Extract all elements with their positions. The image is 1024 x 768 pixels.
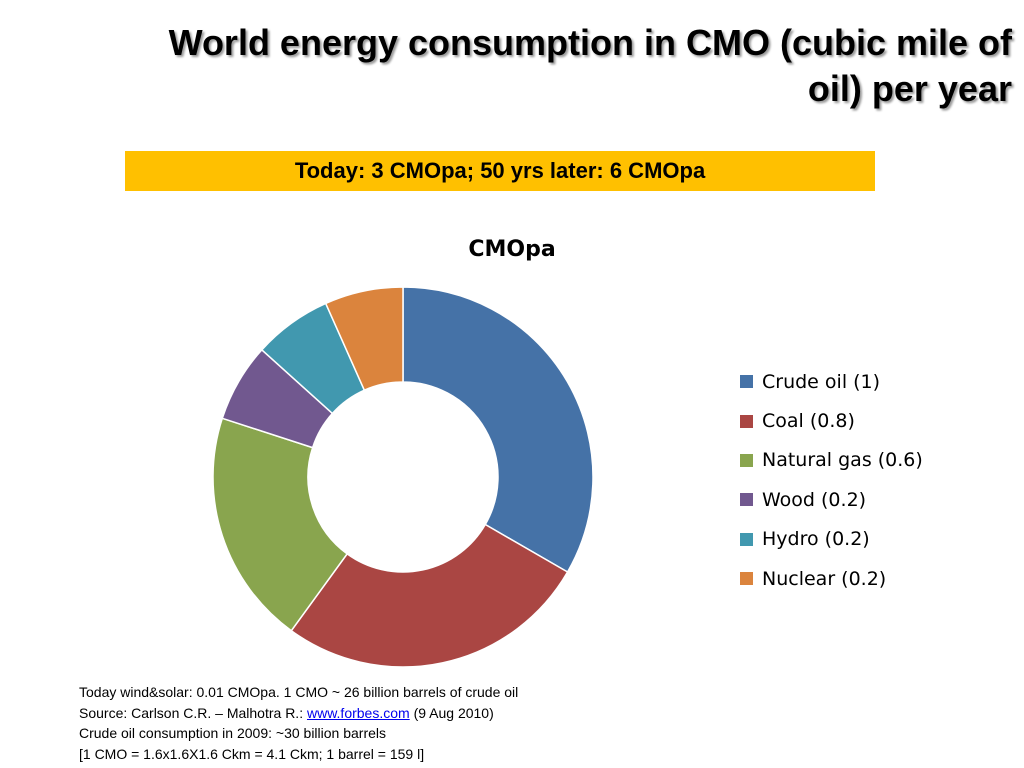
donut-slice-3 xyxy=(212,417,349,632)
note-conversion: [1 CMO = 1.6x1.6X1.6 Ckm = 4.1 Ckm; 1 ba… xyxy=(79,745,425,762)
donut-slice-2 xyxy=(290,523,569,668)
note-source-suffix: (9 Aug 2010) xyxy=(409,704,494,721)
legend-label: Nuclear (0.2) xyxy=(762,567,887,590)
summary-banner-text: Today: 3 CMOpa; 50 yrs later: 6 CMOpa xyxy=(294,158,706,183)
legend-swatch xyxy=(740,532,753,546)
note-crude-2009: Crude oil consumption in 2009: ~30 billi… xyxy=(79,725,387,741)
slide-title: World energy consumption in CMO (cubic m… xyxy=(52,20,1012,112)
legend-label: Coal (0.8) xyxy=(762,410,855,433)
slide-title-line-1: World energy consumption in CMO (cubic m… xyxy=(168,22,1012,63)
note-wind-solar: Today wind&solar: 0.01 CMOpa. 1 CMO ~ 26… xyxy=(79,684,519,700)
summary-banner: Today: 3 CMOpa; 50 yrs later: 6 CMOpa xyxy=(125,151,875,191)
legend-swatch xyxy=(740,493,753,507)
chart-title: CMOpa xyxy=(468,237,556,262)
note-source: Source: Carlson C.R. – Malhotra R.: www.… xyxy=(79,703,518,724)
legend-label: Natural gas (0.6) xyxy=(762,449,923,472)
legend-item: Nuclear (0.2) xyxy=(740,559,923,598)
chart-legend: Crude oil (1) Coal (0.8) Natural gas (0.6)… xyxy=(740,362,923,598)
donut-slice-1 xyxy=(402,286,594,574)
legend-item: Coal (0.8) xyxy=(740,401,923,440)
legend-item: Natural gas (0.6) xyxy=(740,441,923,480)
legend-swatch xyxy=(740,572,753,586)
slide-title-line-2: oil) per year xyxy=(807,68,1012,109)
legend-swatch xyxy=(740,453,753,467)
donut-slice-6 xyxy=(324,286,404,392)
legend-item: Hydro (0.2) xyxy=(740,520,923,559)
legend-swatch xyxy=(740,414,753,428)
legend-item: Wood (0.2) xyxy=(740,480,923,519)
legend-item: Crude oil (1) xyxy=(740,362,923,401)
legend-swatch xyxy=(740,375,753,389)
note-source-prefix: Source: Carlson C.R. – Malhotra R.: xyxy=(79,704,307,721)
legend-label: Hydro (0.2) xyxy=(762,528,870,551)
forbes-link[interactable]: www.forbes.com xyxy=(306,704,410,721)
legend-label: Wood (0.2) xyxy=(762,488,867,511)
legend-label: Crude oil (1) xyxy=(762,370,881,393)
footnotes: Today wind&solar: 0.01 CMOpa. 1 CMO ~ 26… xyxy=(79,682,518,764)
